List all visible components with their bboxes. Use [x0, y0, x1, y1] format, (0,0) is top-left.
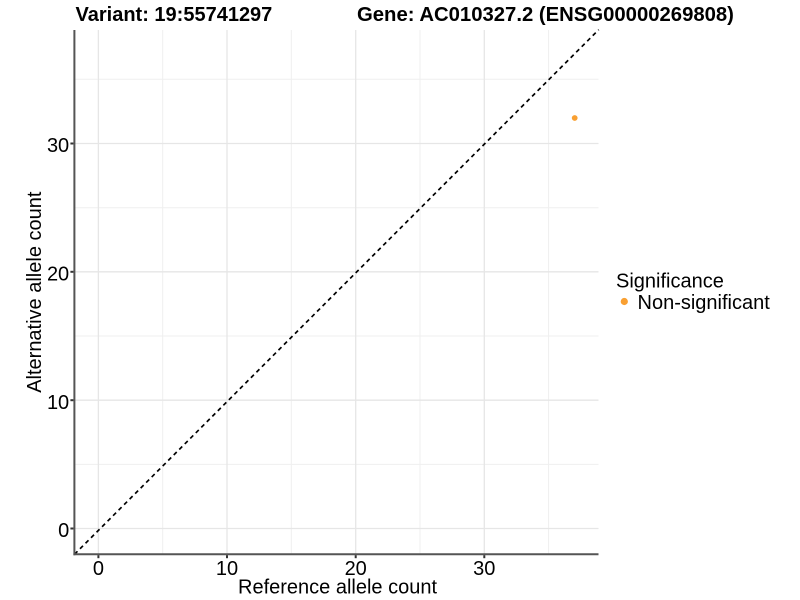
svg-text:Variant: 19:55741297: Variant: 19:55741297 — [76, 4, 273, 26]
svg-text:Gene: AC010327.2 (ENSG00000269: Gene: AC010327.2 (ENSG00000269808) — [357, 4, 734, 26]
svg-text:30: 30 — [47, 135, 69, 157]
svg-text:10: 10 — [47, 392, 69, 414]
svg-text:20: 20 — [47, 263, 69, 285]
svg-text:30: 30 — [473, 558, 495, 580]
svg-text:0: 0 — [58, 520, 69, 542]
svg-text:20: 20 — [345, 558, 367, 580]
svg-text:Significance: Significance — [616, 270, 724, 292]
svg-text:10: 10 — [216, 558, 238, 580]
svg-text:Reference allele count: Reference allele count — [238, 577, 437, 599]
svg-text:Alternative allele count: Alternative allele count — [24, 191, 46, 393]
svg-text:Non-significant: Non-significant — [638, 292, 771, 314]
svg-text:0: 0 — [93, 558, 104, 580]
